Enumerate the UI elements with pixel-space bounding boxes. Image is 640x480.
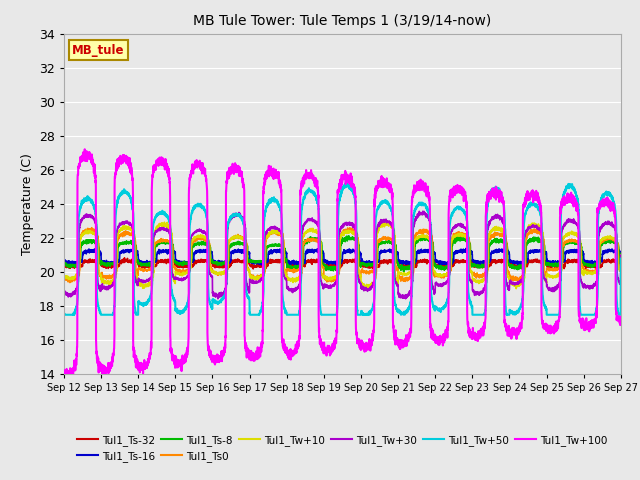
Tul1_Ts-32 [121,255,129,261]
Tul1_Tw+10 [382,218,390,224]
Tul1_Tw+100 [397,338,404,344]
Tul1_Tw+50 [180,309,188,314]
Tul1_Ts0 [617,265,625,271]
Tul1_Tw+50 [407,299,415,304]
Tul1_Tw+30 [617,252,625,258]
Text: MB_tule: MB_tule [72,44,125,57]
Tul1_Ts-16 [477,263,484,268]
Tul1_Ts-32 [617,259,625,265]
Title: MB Tule Tower: Tule Temps 1 (3/19/14-now): MB Tule Tower: Tule Temps 1 (3/19/14-now… [193,14,492,28]
Tul1_Tw+10 [363,286,371,292]
Tul1_Tw+30 [60,290,68,296]
Tul1_Tw+100 [60,369,68,375]
Tul1_Ts-32 [564,259,572,264]
Tul1_Ts-16 [179,259,187,264]
Tul1_Tw+10 [397,270,404,276]
Tul1_Tw+100 [617,319,625,324]
Tul1_Ts-8 [564,239,572,244]
Tul1_Tw+50 [397,310,404,315]
Tul1_Ts0 [617,252,625,258]
Line: Tul1_Tw+50: Tul1_Tw+50 [64,184,621,315]
Tul1_Ts-16 [617,252,625,258]
Y-axis label: Temperature (C): Temperature (C) [20,153,33,255]
Tul1_Tw+100 [407,325,415,331]
Tul1_Ts-8 [400,269,408,275]
Tul1_Ts-32 [180,261,188,267]
Tul1_Tw+50 [617,256,625,262]
Line: Tul1_Tw+100: Tul1_Tw+100 [64,149,621,374]
Tul1_Tw+100 [81,146,88,152]
Tul1_Ts-32 [60,261,68,267]
Tul1_Ts-8 [617,261,625,266]
Tul1_Ts0 [564,238,572,243]
Tul1_Tw+10 [179,269,187,275]
Tul1_Ts-16 [397,259,404,264]
Tul1_Ts0 [88,225,95,230]
Tul1_Ts-16 [462,246,470,252]
Tul1_Ts-32 [407,262,415,268]
Line: Tul1_Ts0: Tul1_Ts0 [64,228,621,283]
Tul1_Tw+100 [216,354,223,360]
Line: Tul1_Tw+10: Tul1_Tw+10 [64,221,621,289]
Tul1_Ts-8 [345,233,353,239]
Tul1_Tw+50 [216,298,223,304]
Tul1_Tw+30 [397,295,404,301]
Tul1_Ts0 [180,268,188,274]
Tul1_Tw+30 [406,288,414,294]
Tul1_Tw+100 [617,322,625,328]
Tul1_Ts-16 [216,260,223,265]
Tul1_Ts-16 [406,260,414,266]
Tul1_Tw+10 [564,231,572,237]
Tul1_Ts-16 [617,254,625,260]
Tul1_Ts-32 [397,264,404,269]
Line: Tul1_Tw+30: Tul1_Tw+30 [64,211,621,299]
Tul1_Tw+100 [564,192,572,197]
Tul1_Tw+50 [343,181,351,187]
Tul1_Tw+30 [179,277,187,283]
Tul1_Tw+50 [564,182,572,188]
Tul1_Tw+100 [61,372,68,377]
Line: Tul1_Ts-32: Tul1_Ts-32 [64,258,621,269]
Tul1_Tw+30 [419,208,427,214]
Tul1_Tw+50 [60,311,68,317]
Legend: Tul1_Ts-32, Tul1_Ts-16, Tul1_Ts-8, Tul1_Ts0, Tul1_Tw+10, Tul1_Tw+30, Tul1_Tw+50,: Tul1_Ts-32, Tul1_Ts-16, Tul1_Ts-8, Tul1_… [73,431,612,466]
Tul1_Ts-16 [60,251,68,257]
Tul1_Tw+10 [60,273,68,279]
Tul1_Tw+30 [617,281,625,287]
Tul1_Tw+30 [564,219,572,225]
Tul1_Tw+10 [617,268,625,274]
Tul1_Ts-16 [564,249,572,254]
Tul1_Ts0 [397,275,404,281]
Tul1_Tw+10 [216,270,223,276]
Tul1_Ts-32 [250,266,257,272]
Tul1_Tw+10 [617,252,625,258]
Line: Tul1_Ts-8: Tul1_Ts-8 [64,236,621,272]
Tul1_Ts0 [66,280,74,286]
Tul1_Ts-32 [617,260,625,265]
Tul1_Tw+100 [180,360,188,366]
Tul1_Ts-32 [216,263,223,269]
Tul1_Ts0 [407,275,415,280]
Tul1_Ts-8 [397,267,404,273]
Tul1_Ts-8 [617,251,625,256]
Tul1_Tw+30 [214,296,222,301]
Tul1_Ts0 [216,271,223,276]
Tul1_Ts-8 [60,261,68,266]
Tul1_Ts0 [60,276,68,281]
Tul1_Ts-8 [407,267,415,273]
Tul1_Tw+10 [407,269,415,275]
Tul1_Ts-8 [179,261,187,267]
Tul1_Ts-8 [216,261,223,266]
Tul1_Tw+30 [216,293,223,299]
Tul1_Tw+50 [61,312,68,318]
Tul1_Tw+50 [617,312,625,318]
Line: Tul1_Ts-16: Tul1_Ts-16 [64,249,621,265]
